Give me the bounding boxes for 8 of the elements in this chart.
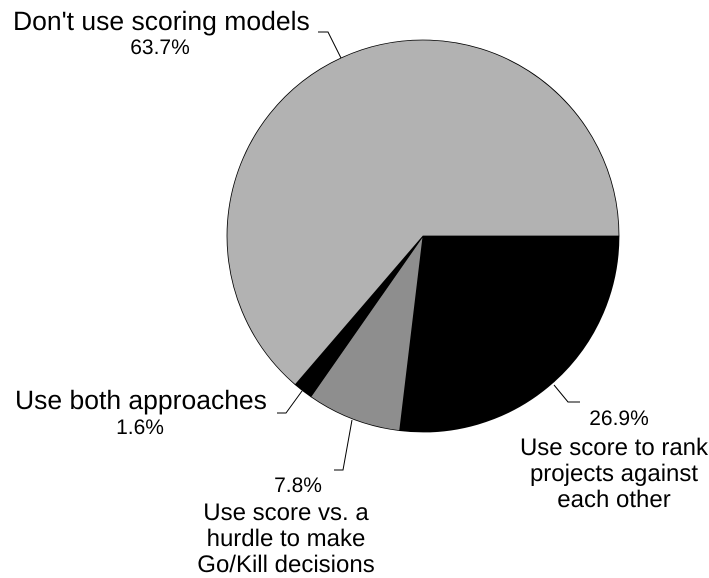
- data-label: 26.9%: [589, 407, 649, 430]
- slice-label: Use score vs. a hurdle to make Go/Kill decisions: [197, 499, 375, 578]
- data-label: 1.6%: [116, 416, 164, 439]
- slice-label: Use both approaches: [15, 385, 267, 415]
- data-label: 7.8%: [274, 474, 322, 497]
- slice-label: Use score to rank projects against each other: [520, 434, 709, 513]
- data-label: 63.7%: [130, 36, 190, 59]
- slice-label: Don't use scoring models: [13, 6, 310, 36]
